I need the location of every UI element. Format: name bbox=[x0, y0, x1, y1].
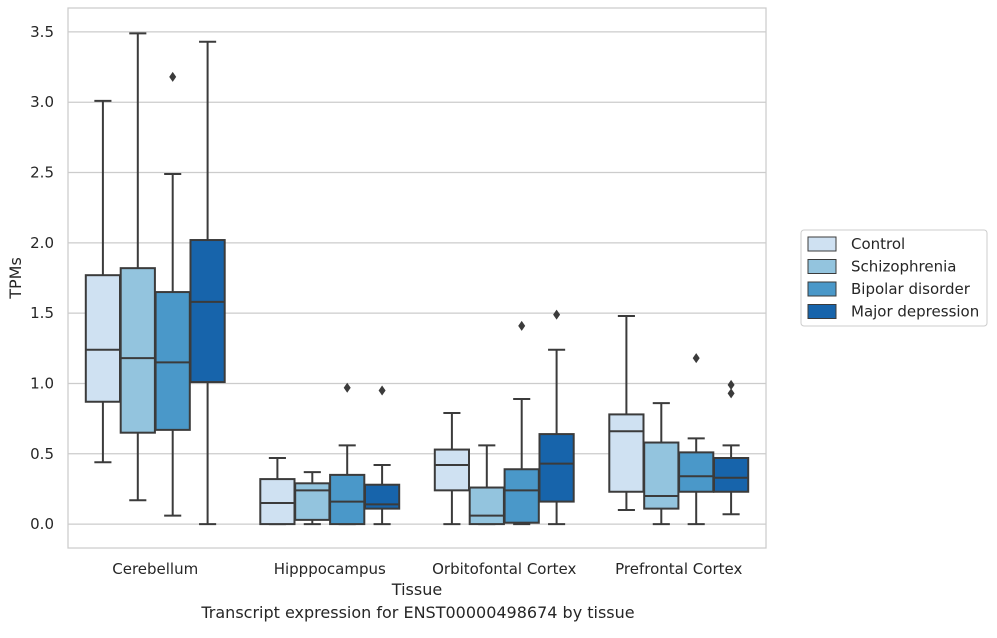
legend: Control Schizophrenia Bipolar disorder Majo… bbox=[800, 229, 988, 327]
x-tick-label: Orbitofontal Cortex bbox=[432, 560, 576, 578]
box-iqr bbox=[503, 468, 540, 524]
box-iqr bbox=[468, 486, 505, 526]
box-element bbox=[329, 382, 366, 526]
y-axis-label: TPMs bbox=[6, 257, 25, 300]
box-iqr bbox=[538, 433, 575, 503]
y-tick-label: 1.0 bbox=[30, 374, 54, 392]
box-element bbox=[538, 309, 575, 526]
y-tick-label: 3.0 bbox=[30, 93, 54, 111]
x-tick-label: Hipppocampus bbox=[274, 560, 386, 578]
box-element bbox=[363, 385, 401, 526]
y-tick-label: 2.5 bbox=[30, 164, 54, 182]
box-element bbox=[433, 412, 471, 526]
x-tick-label: Cerebellum bbox=[112, 560, 198, 578]
figure-caption: Transcript expression for ENST0000049867… bbox=[201, 603, 635, 622]
legend-frame bbox=[800, 229, 988, 327]
y-tick-label: 1.5 bbox=[30, 304, 54, 322]
legend-label: Major depression bbox=[851, 303, 979, 321]
box-element bbox=[643, 402, 680, 526]
box-element bbox=[154, 71, 191, 517]
box-iqr bbox=[294, 482, 331, 521]
outlier-point bbox=[378, 385, 386, 396]
box-iqr bbox=[643, 441, 680, 510]
outlier-point bbox=[692, 353, 700, 364]
series-group bbox=[84, 99, 645, 526]
outlier-point bbox=[727, 388, 735, 399]
plot-frame bbox=[67, 7, 767, 549]
box-iqr bbox=[678, 451, 715, 493]
series-group bbox=[189, 40, 750, 526]
legend-label: Bipolar disorder bbox=[851, 280, 971, 298]
box-element bbox=[608, 314, 645, 512]
legend-swatch bbox=[807, 281, 837, 297]
box-element bbox=[712, 379, 750, 516]
y-tick-label: 0.5 bbox=[30, 445, 54, 463]
box-iqr bbox=[84, 274, 122, 403]
legend-label: Control bbox=[851, 235, 905, 253]
x-tick-label: Prefrontal Cortex bbox=[615, 560, 742, 578]
outlier-point bbox=[727, 379, 735, 390]
legend-swatch bbox=[807, 259, 837, 274]
box-iqr bbox=[189, 239, 226, 384]
x-axis-label: Tissue bbox=[391, 580, 442, 599]
box-iqr bbox=[608, 413, 645, 493]
box-element bbox=[189, 40, 226, 526]
x-tick-labels: Cerebellum Hipppocampus Orbitofontal Corte… bbox=[112, 560, 742, 578]
box-iqr bbox=[363, 483, 401, 510]
legend-swatch bbox=[807, 236, 837, 252]
box-iqr bbox=[259, 478, 296, 526]
outlier-point bbox=[553, 309, 561, 320]
outlier-point bbox=[169, 71, 177, 82]
box-series bbox=[84, 32, 750, 526]
box-iqr bbox=[433, 448, 471, 492]
legend-swatch bbox=[807, 304, 837, 319]
box-iqr bbox=[329, 473, 366, 526]
legend-label: Schizophrenia bbox=[851, 258, 956, 276]
y-tick-label: 2.0 bbox=[30, 234, 54, 252]
box-iqr bbox=[119, 267, 156, 434]
outlier-point bbox=[343, 382, 351, 393]
outlier-point bbox=[518, 320, 526, 331]
box-iqr bbox=[712, 457, 750, 493]
box-iqr bbox=[154, 291, 191, 431]
box-element bbox=[119, 32, 156, 502]
box-element bbox=[259, 457, 296, 526]
series-group bbox=[119, 32, 680, 526]
box-element bbox=[84, 99, 122, 464]
y-tick-labels: 0.0 0.5 1.0 1.5 2.0 2.5 3.0 3.5 bbox=[30, 23, 54, 533]
y-tick-label: 0.0 bbox=[30, 515, 54, 533]
y-tick-label: 3.5 bbox=[30, 23, 54, 41]
